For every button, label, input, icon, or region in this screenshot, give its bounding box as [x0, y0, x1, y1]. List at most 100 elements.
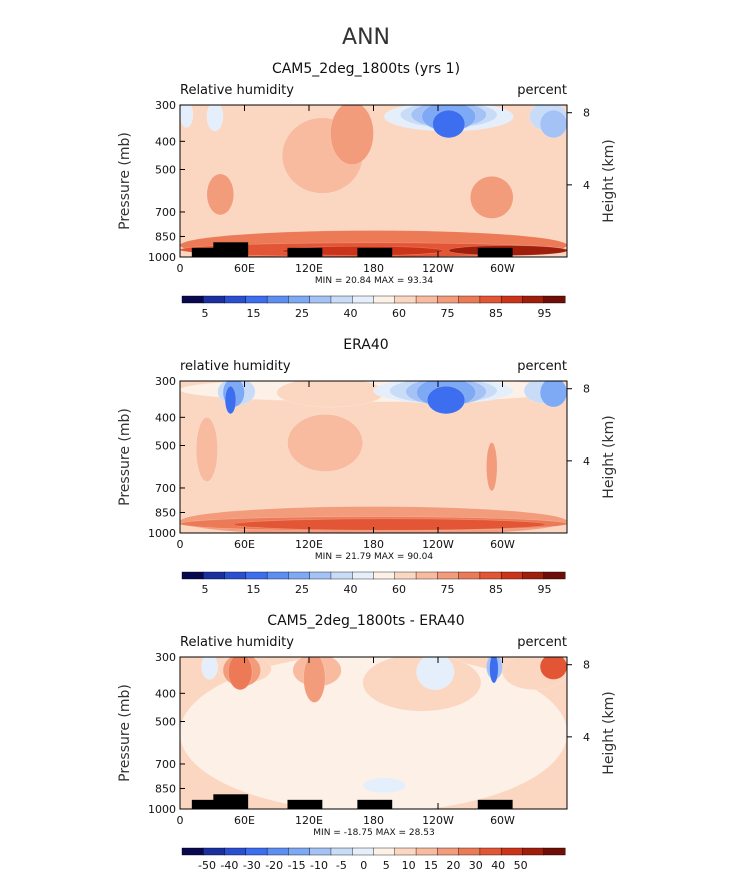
chart-title: CAM5_2deg_1800ts (yrs 1) [272, 61, 460, 77]
colorbar-swatch [352, 295, 375, 304]
colorbar-label: 40 [344, 583, 358, 596]
variable-label: relative humidity [180, 359, 291, 374]
x-tick-label: 120W [422, 262, 454, 275]
y-right-tick-label: 8 [583, 383, 590, 396]
chart-title: CAM5_2deg_1800ts - ERA40 [267, 613, 464, 629]
colorbar-swatch [479, 847, 502, 856]
y-tick-label: 850 [155, 230, 176, 243]
colorbar-swatch [500, 571, 523, 580]
contour-region [539, 381, 567, 408]
x-tick-label: 120E [295, 262, 323, 275]
topography-mask [287, 247, 323, 257]
x-tick-label: 60W [490, 262, 515, 275]
y-tick-label: 1000 [148, 803, 176, 816]
colorbar-label: -10 [310, 859, 328, 872]
x-tick-label: 0 [177, 538, 184, 551]
colorbar-label: -50 [198, 859, 216, 872]
colorbar-swatch [373, 295, 396, 304]
colorbar-swatch [203, 571, 226, 580]
contour-region [489, 657, 499, 684]
contour-region [224, 385, 237, 415]
colorbar-swatch [437, 571, 460, 580]
colorbar-label: 85 [489, 583, 503, 596]
y-right-tick-label: 8 [583, 107, 590, 120]
x-tick-label: 120E [295, 538, 323, 551]
contour-region [539, 657, 567, 680]
y-tick-label: 300 [155, 651, 176, 664]
colorbar-label: 15 [247, 583, 261, 596]
contour-region [362, 777, 407, 794]
contour-region [228, 657, 253, 691]
contour-region [206, 173, 235, 216]
colorbar-swatch [224, 571, 247, 580]
y-tick-label: 700 [155, 482, 176, 495]
colorbar-label: 40 [491, 859, 505, 872]
x-tick-label: 60W [490, 814, 515, 827]
min-max-stats: MIN = -18.75 MAX = 28.53 [313, 828, 434, 838]
colorbar-label: 50 [514, 859, 528, 872]
contour-region [539, 109, 567, 139]
colorbar-swatch [500, 295, 523, 304]
contour-region [276, 381, 385, 408]
colorbar-swatch [309, 847, 332, 856]
y-right-tick-label: 8 [583, 659, 590, 672]
topography-mask [213, 794, 249, 809]
units-label: percent [517, 83, 567, 98]
colorbar-swatch [522, 847, 545, 856]
topography-mask [191, 799, 227, 809]
colorbar-swatch [224, 847, 247, 856]
colorbar-swatch [458, 847, 481, 856]
colorbar-swatch [266, 295, 289, 304]
colorbar-swatch [330, 295, 353, 304]
contour-field [180, 105, 567, 257]
colorbar-label: 60 [392, 583, 406, 596]
colorbar-swatch [543, 847, 566, 856]
colorbar-label: -20 [265, 859, 283, 872]
colorbar-swatch [266, 571, 289, 580]
colorbar-label: 40 [344, 307, 358, 320]
topography-mask [477, 247, 513, 257]
colorbar-label: 25 [295, 583, 309, 596]
colorbar-swatch [415, 847, 438, 856]
min-max-stats: MIN = 21.79 MAX = 90.04 [315, 552, 433, 562]
colorbar-swatch [415, 571, 438, 580]
colorbar-label: -40 [220, 859, 238, 872]
colorbar-label: 0 [360, 859, 367, 872]
colorbar-swatch [522, 295, 545, 304]
y-tick-label: 400 [155, 687, 176, 700]
colorbar-label: 60 [392, 307, 406, 320]
colorbar-label: 95 [538, 583, 552, 596]
colorbar-swatch [543, 295, 566, 304]
contour-region [287, 414, 364, 472]
chart-title: ERA40 [343, 337, 388, 353]
contour-field [180, 381, 567, 533]
x-tick-label: 180 [363, 262, 384, 275]
x-tick-label: 180 [363, 538, 384, 551]
y-axis-label: Pressure (mb) [117, 408, 133, 506]
x-tick-label: 0 [177, 814, 184, 827]
y-tick-label: 1000 [148, 527, 176, 540]
y-right-tick-label: 4 [583, 179, 590, 192]
colorbar-label: 5 [202, 583, 209, 596]
contour-region [233, 518, 546, 531]
colorbar-swatch [181, 571, 204, 580]
contour-region [195, 417, 218, 482]
topography-mask [287, 799, 323, 809]
y-tick-label: 300 [155, 99, 176, 112]
y-tick-label: 300 [155, 375, 176, 388]
colorbar-label: 85 [489, 307, 503, 320]
topography-mask [357, 799, 393, 809]
colorbar-swatch [245, 847, 268, 856]
colorbar-swatch [479, 295, 502, 304]
figure-title: ANN [342, 25, 390, 50]
x-tick-label: 60W [490, 538, 515, 551]
y-tick-label: 400 [155, 411, 176, 424]
colorbar-label: 95 [538, 307, 552, 320]
colorbar-swatch [394, 295, 417, 304]
y-tick-label: 500 [155, 715, 176, 728]
colorbar-swatch [458, 571, 481, 580]
colorbar-label: 15 [247, 307, 261, 320]
y-tick-label: 850 [155, 506, 176, 519]
colorbar-swatch [181, 847, 204, 856]
y-right-axis-label: Height (km) [601, 415, 617, 498]
